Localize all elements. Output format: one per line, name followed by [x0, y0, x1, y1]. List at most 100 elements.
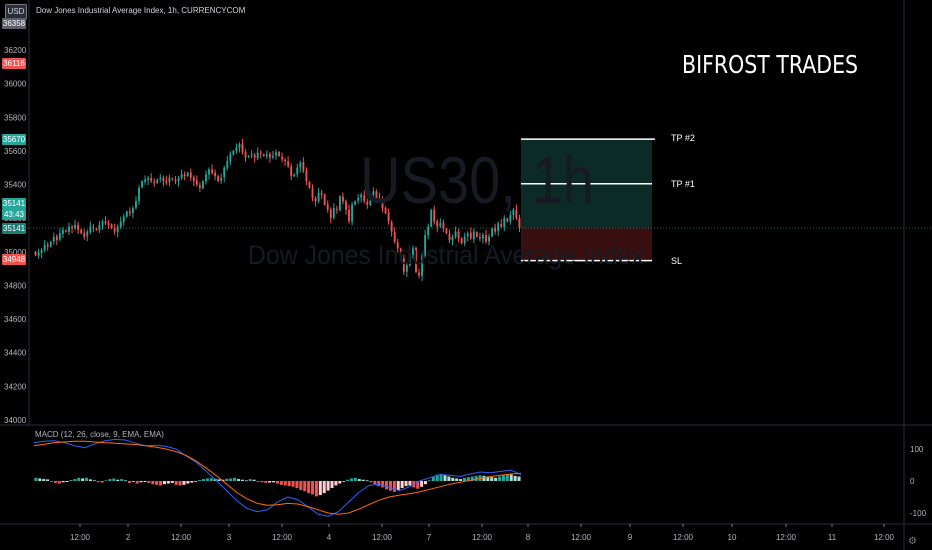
macd-histogram-bar: [34, 477, 38, 481]
time-tick-label: 12:00: [472, 533, 493, 542]
macd-histogram-bar: [233, 477, 237, 481]
candle: [256, 152, 259, 159]
candle: [250, 154, 253, 156]
candle: [512, 209, 515, 215]
macd-histogram-bar: [143, 481, 147, 482]
macd-histogram-bar: [201, 479, 205, 481]
macd-legend[interactable]: MACD (12, 26, close, 9, EMA, EMA): [35, 430, 164, 439]
candle: [125, 211, 128, 217]
candle: [156, 179, 159, 183]
candle: [259, 152, 262, 155]
candle: [518, 217, 521, 229]
candle: [135, 201, 137, 208]
candle: [168, 177, 171, 183]
macd-histogram-bar: [513, 475, 517, 481]
time-tick-label: 12:00: [776, 533, 797, 542]
candle: [180, 174, 183, 178]
low-price-badge: 34948: [2, 254, 26, 265]
time-tick-label: 11: [828, 533, 837, 542]
macd-histogram-bar: [322, 481, 326, 494]
price-tick-label: 36200: [4, 46, 27, 55]
candle: [491, 228, 494, 237]
macd-histogram-bar: [73, 479, 77, 481]
candle: [113, 227, 116, 232]
time-tick-label: 12:00: [171, 533, 192, 542]
candle: [205, 174, 207, 182]
candle: [265, 154, 268, 156]
price-tick-label: 35600: [4, 147, 27, 156]
candle: [262, 154, 265, 156]
candle: [503, 218, 506, 228]
candle: [317, 192, 320, 202]
macd-histogram-bar: [127, 481, 131, 483]
macd-histogram-bar: [108, 479, 112, 481]
macd-histogram-bar: [451, 477, 455, 481]
macd-histogram-bar: [381, 481, 385, 488]
time-tick-label: 2: [126, 533, 131, 542]
candle: [439, 223, 442, 227]
macd-histogram-bar: [365, 480, 369, 482]
candle: [131, 208, 134, 213]
price-tick-label: 34600: [4, 315, 27, 324]
macd-histogram-bar: [431, 476, 435, 481]
candle: [86, 231, 89, 237]
macd-histogram-bar: [342, 481, 346, 482]
candle: [293, 174, 296, 177]
macd-histogram-bar: [81, 478, 85, 481]
candle: [341, 196, 344, 202]
target-price-badge: 35670: [2, 134, 26, 145]
candle: [351, 204, 354, 222]
candle: [424, 235, 427, 256]
candle: [275, 152, 277, 156]
macd-histogram-bar: [494, 477, 498, 481]
macd-histogram-bar: [240, 479, 244, 481]
candle: [375, 191, 378, 198]
candle: [433, 209, 436, 222]
candle: [418, 272, 420, 276]
candle: [223, 167, 226, 178]
macd-histogram-bar: [318, 481, 322, 496]
time-tick-label: 9: [628, 533, 633, 542]
macd-histogram-bar: [42, 479, 46, 481]
candle: [357, 198, 360, 201]
candle: [150, 178, 153, 182]
candle: [80, 229, 83, 234]
countdown-badge: 43:43: [2, 209, 26, 220]
candle: [49, 241, 52, 247]
macd-histogram-bar: [424, 481, 428, 485]
macd-histogram-bar: [217, 479, 221, 481]
macd-histogram-bar: [400, 481, 404, 489]
candle: [37, 252, 40, 256]
macd-histogram-bar: [88, 479, 92, 481]
macd-histogram-bar: [404, 481, 408, 487]
macd-tick-label: 100: [910, 445, 924, 454]
candle: [198, 185, 201, 188]
macd-histogram-bar: [303, 481, 307, 492]
candle: [201, 181, 204, 189]
candle: [138, 187, 140, 201]
macd-histogram-bar: [490, 477, 494, 481]
macd-histogram-bar: [178, 481, 182, 486]
macd-histogram-bar: [209, 478, 213, 481]
gear-icon[interactable]: ⚙: [908, 536, 917, 547]
macd-histogram-bar: [85, 477, 89, 481]
macd-histogram-bar: [131, 481, 135, 482]
candle: [402, 258, 405, 272]
macd-histogram-bar: [116, 479, 120, 481]
price-tick-label: 36000: [4, 80, 27, 89]
candle: [220, 177, 223, 181]
candle: [311, 188, 314, 198]
macd-histogram-bar: [447, 476, 451, 481]
candle: [77, 224, 80, 230]
price-tick-label: 35400: [4, 181, 27, 190]
macd-pane: [33, 438, 522, 517]
macd-histogram-bar: [466, 477, 470, 481]
macd-histogram-bar: [334, 481, 338, 486]
candle: [95, 228, 98, 230]
candle: [192, 177, 195, 182]
candle: [378, 197, 381, 200]
candle: [442, 222, 445, 229]
macd-histogram-bar: [462, 477, 466, 481]
candle: [314, 198, 317, 202]
